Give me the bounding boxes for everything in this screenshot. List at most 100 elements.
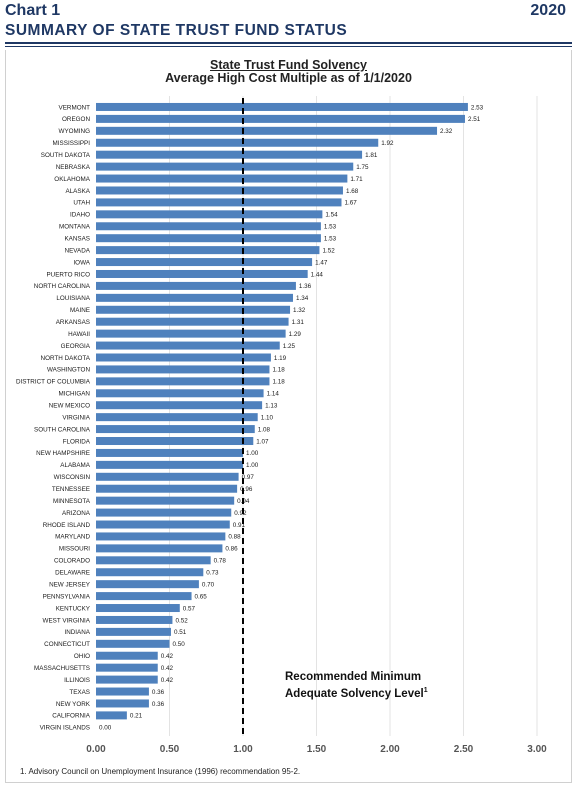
- data-label: 1.07: [256, 438, 269, 445]
- data-label: 0.21: [130, 713, 143, 720]
- chart-number-label: Chart 1: [5, 2, 61, 19]
- data-label: 0.36: [152, 689, 165, 696]
- data-label: 1.29: [289, 331, 302, 338]
- category-label: WEST VIRGINIA: [43, 617, 91, 624]
- category-label: ILLINOIS: [64, 677, 90, 684]
- bar: [96, 365, 270, 374]
- category-label: SOUTH DAKOTA: [41, 152, 91, 159]
- data-label: 1.68: [346, 188, 359, 195]
- x-tick-label: 1.50: [307, 744, 327, 755]
- data-label: 2.53: [471, 104, 484, 111]
- data-label: 0.96: [240, 486, 253, 493]
- category-label: MASSACHUSETTS: [34, 665, 90, 672]
- chart-title: State Trust Fund Solvency: [210, 58, 367, 72]
- bar: [96, 484, 238, 493]
- bar: [96, 413, 258, 422]
- x-tick-label: 0.50: [160, 744, 180, 755]
- category-label: COLORADO: [54, 558, 90, 565]
- bar: [96, 150, 363, 159]
- category-label: TENNESSEE: [52, 486, 90, 493]
- x-tick-label: 3.00: [527, 744, 547, 755]
- bar: [96, 281, 296, 290]
- data-label: 1.81: [365, 152, 378, 159]
- category-label: KENTUCKY: [56, 605, 91, 612]
- data-label: 1.00: [246, 462, 259, 469]
- data-label: 0.42: [161, 653, 174, 660]
- bar: [96, 258, 313, 267]
- header-rule: [5, 42, 572, 44]
- data-label: 2.51: [468, 116, 481, 123]
- bar: [96, 663, 158, 672]
- data-label: 1.53: [324, 235, 337, 242]
- bar: [96, 222, 321, 231]
- data-label: 1.32: [293, 307, 306, 314]
- bar: [96, 329, 286, 338]
- data-label: 0.51: [174, 629, 187, 636]
- category-label: TEXAS: [69, 689, 90, 696]
- bar: [96, 615, 173, 624]
- category-label: IOWA: [73, 259, 90, 266]
- data-label: 0.57: [183, 605, 196, 612]
- category-label: MICHIGAN: [59, 391, 91, 398]
- bar: [96, 687, 149, 696]
- category-label: OHIO: [74, 653, 90, 660]
- data-label: 1.92: [381, 140, 394, 147]
- category-label: MINNESOTA: [53, 498, 91, 505]
- data-label: 0.65: [195, 593, 208, 600]
- category-label: PENNSYLVANIA: [43, 593, 91, 600]
- bar: [96, 317, 289, 326]
- data-label: 0.42: [161, 665, 174, 672]
- data-label: 1.18: [272, 379, 285, 386]
- category-label: PUERTO RICO: [46, 271, 90, 278]
- category-label: CALIFORNIA: [52, 713, 91, 720]
- category-label: NEW YORK: [56, 701, 91, 708]
- x-tick-label: 2.50: [454, 744, 474, 755]
- category-label: DELAWARE: [55, 570, 90, 577]
- category-label: ARKANSAS: [56, 319, 90, 326]
- data-label: 1.13: [265, 403, 278, 410]
- category-label: WASHINGTON: [47, 367, 90, 374]
- data-label: 0.52: [175, 617, 188, 624]
- category-label: NEVADA: [65, 247, 91, 254]
- bar: [96, 305, 291, 314]
- bar: [96, 437, 254, 446]
- category-label: ALABAMA: [60, 462, 91, 469]
- data-label: 1.36: [299, 283, 312, 290]
- data-label: 1.25: [283, 343, 296, 350]
- bar: [96, 544, 223, 553]
- bar: [96, 496, 235, 505]
- report-year: 2020: [530, 2, 566, 19]
- data-label: 1.44: [311, 271, 324, 278]
- bar: [96, 234, 321, 243]
- bar: [96, 102, 468, 111]
- category-label: MISSISSIPPI: [53, 140, 91, 147]
- bar: [96, 198, 342, 207]
- category-label: OREGON: [62, 116, 90, 123]
- category-label: VIRGINIA: [62, 414, 90, 421]
- category-label: VIRGIN ISLANDS: [40, 725, 90, 732]
- data-label: 1.18: [272, 367, 285, 374]
- bar: [96, 210, 323, 219]
- data-label: 0.00: [99, 725, 112, 732]
- data-label: 1.75: [356, 164, 369, 171]
- category-label: NORTH CAROLINA: [34, 283, 91, 290]
- data-label: 2.32: [440, 128, 453, 135]
- x-tick-label: 0.00: [86, 744, 106, 755]
- category-label: OKLAHOMA: [54, 176, 90, 183]
- category-label: FLORIDA: [63, 438, 91, 445]
- data-label: 0.88: [228, 534, 241, 541]
- bar: [96, 520, 230, 529]
- bar: [96, 162, 354, 171]
- data-label: 0.42: [161, 677, 174, 684]
- data-label: 1.47: [315, 259, 328, 266]
- bar: [96, 460, 243, 469]
- category-label: WYOMING: [59, 128, 91, 135]
- bar: [96, 114, 465, 123]
- chart-subtitle: Average High Cost Multiple as of 1/1/202…: [165, 71, 412, 85]
- data-label: 1.52: [322, 247, 335, 254]
- bar: [96, 604, 180, 613]
- data-label: 0.92: [234, 510, 247, 517]
- category-label: MISSOURI: [59, 546, 90, 553]
- x-tick-label: 2.00: [380, 744, 400, 755]
- bar: [96, 293, 293, 302]
